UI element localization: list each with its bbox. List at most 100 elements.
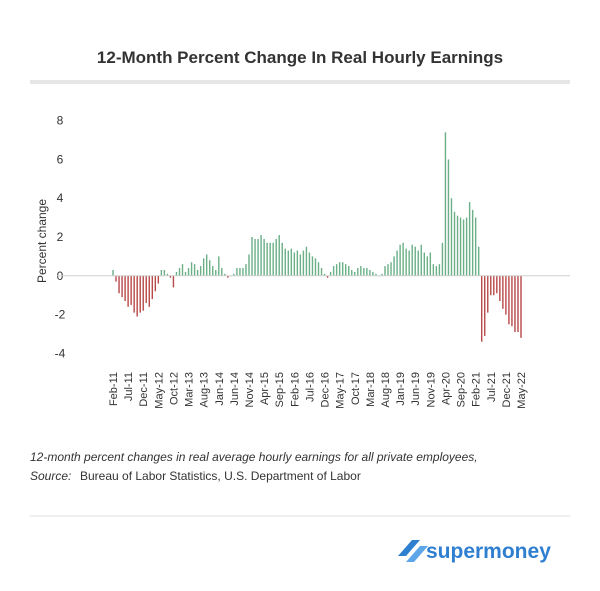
- bar: [481, 275, 483, 342]
- bar: [514, 275, 516, 333]
- bar: [199, 266, 202, 276]
- bar: [338, 262, 341, 276]
- bar: [438, 264, 441, 276]
- bar: [121, 275, 123, 298]
- bar: [405, 248, 407, 276]
- bar: [278, 235, 280, 276]
- source: Bureau of Labor Statistics, U.S. Departm…: [80, 469, 361, 483]
- bar: [462, 219, 465, 276]
- x-tick-label: Jan-14: [214, 372, 226, 406]
- x-tick-label: May-22: [516, 372, 528, 409]
- bar: [172, 275, 175, 288]
- bar: [335, 264, 338, 276]
- bar: [314, 258, 317, 276]
- bar: [317, 262, 320, 276]
- bar: [508, 275, 510, 325]
- x-tick-label: Aug-18: [380, 372, 392, 407]
- bar: [118, 275, 120, 294]
- note: 12-month percent changes in real average…: [30, 450, 478, 464]
- bar: [281, 242, 283, 276]
- bar: [157, 275, 160, 284]
- y-tick-label: -2: [55, 308, 66, 322]
- bar: [505, 275, 507, 315]
- bar: [212, 266, 214, 276]
- bar: [124, 275, 126, 301]
- bar: [151, 275, 153, 300]
- bar: [115, 275, 117, 282]
- bar: [351, 269, 353, 276]
- x-tick-label: Oct-12: [168, 372, 180, 405]
- bar: [254, 238, 256, 276]
- bar: [474, 217, 477, 276]
- bar: [456, 215, 459, 276]
- x-tick-label: Sep-20: [456, 372, 468, 407]
- x-tick-label: Feb-21: [471, 372, 483, 407]
- x-tick-label: Jul-11: [123, 372, 135, 401]
- bar: [450, 198, 453, 276]
- bar: [299, 254, 302, 276]
- bar: [305, 246, 308, 276]
- bar: [499, 275, 501, 301]
- bar: [148, 275, 150, 307]
- bar: [209, 260, 211, 276]
- bar: [290, 248, 293, 276]
- bar: [393, 256, 395, 276]
- bar: [272, 242, 274, 276]
- bar: [420, 244, 422, 276]
- bar: [326, 275, 329, 278]
- bar: [175, 271, 178, 276]
- bar: [227, 275, 229, 278]
- x-tick-label: Jan-19: [395, 372, 407, 406]
- bar: [426, 256, 429, 276]
- bar: [242, 268, 244, 276]
- bar: [181, 264, 184, 276]
- bar: [399, 244, 401, 276]
- bar: [429, 252, 432, 276]
- bar: [369, 269, 371, 276]
- y-tick-label: 2: [57, 230, 64, 244]
- bar: [484, 275, 486, 336]
- x-tick-label: Jul-21: [486, 372, 498, 402]
- bar: [130, 275, 132, 305]
- bar: [233, 273, 235, 276]
- bar: [320, 268, 323, 276]
- bar: [387, 264, 389, 276]
- bar: [251, 237, 253, 276]
- bar: [248, 254, 250, 276]
- x-tick-label: Dec-21: [501, 372, 513, 407]
- x-tick-label: Jun-19: [410, 372, 422, 406]
- x-tick-label: Oct-17: [350, 372, 362, 405]
- bar: [408, 250, 410, 276]
- x-tick-label: Apr-15: [259, 372, 271, 405]
- bar: [477, 246, 480, 276]
- bar: [169, 275, 172, 278]
- bar: [136, 275, 138, 317]
- bar: [414, 246, 416, 276]
- chart-title: 12-Month Percent Change In Real Hourly E…: [97, 48, 503, 67]
- bar: [142, 275, 144, 311]
- bar: [187, 268, 190, 276]
- bar: [284, 248, 286, 276]
- x-tick-label: Aug-13: [199, 372, 211, 407]
- bar: [423, 252, 425, 276]
- bar: [275, 238, 277, 276]
- bar: [311, 256, 314, 276]
- bar: [468, 202, 471, 276]
- y-tick-label: 8: [57, 114, 64, 128]
- bar: [163, 269, 166, 276]
- logo-icon: [398, 540, 428, 562]
- x-tick-label: Feb-11: [108, 372, 120, 406]
- bar: [263, 238, 265, 276]
- bar: [396, 250, 398, 276]
- bar: [372, 271, 374, 276]
- bar: [145, 275, 147, 303]
- brand: supermoney: [426, 540, 551, 563]
- source-label: Source:: [30, 469, 71, 483]
- bar: [269, 242, 271, 276]
- bar: [215, 269, 217, 276]
- divider: [30, 80, 570, 84]
- y-axis-label: Percent change: [35, 199, 49, 283]
- bar: [205, 254, 208, 276]
- bar: [453, 211, 456, 276]
